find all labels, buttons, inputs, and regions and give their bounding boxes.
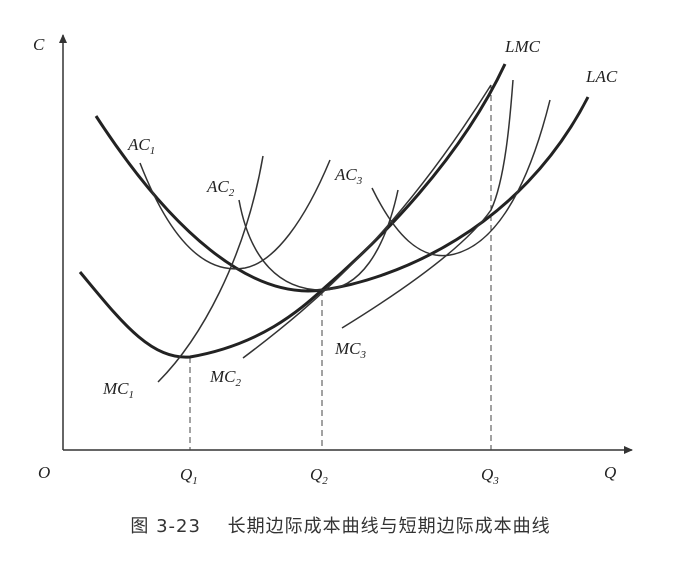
ac1-curve bbox=[139, 159, 331, 270]
ac2-label: AC2 bbox=[206, 177, 235, 199]
ac2-curve bbox=[238, 189, 399, 291]
origin-label: O bbox=[38, 463, 50, 482]
mc3-label: MC3 bbox=[334, 339, 367, 361]
x-axis-label: Q bbox=[604, 463, 616, 482]
lmc-curve bbox=[78, 63, 507, 359]
mc2-curve bbox=[242, 84, 492, 359]
q1-tick-label: Q1 bbox=[180, 465, 198, 487]
caption-title: 长期边际成本曲线与短期边际成本曲线 bbox=[227, 516, 551, 537]
q2-tick-label: Q2 bbox=[310, 465, 328, 487]
mc2-label: MC2 bbox=[209, 367, 242, 389]
ac3-curve bbox=[371, 99, 551, 257]
ac3-label: AC3 bbox=[334, 165, 363, 187]
lac-curve bbox=[94, 96, 590, 293]
figure-caption: 图 3-23 长期边际成本曲线与短期边际成本曲线 bbox=[0, 512, 681, 538]
ac1-label: AC1 bbox=[127, 135, 155, 157]
caption-number: 图 3-23 bbox=[130, 516, 201, 537]
q3-tick-label: Q3 bbox=[481, 465, 499, 487]
cost-curves-diagram: C Q O Q1 Q2 Q3 LMC LAC AC1 AC2 AC3 MC1 M… bbox=[33, 34, 633, 487]
y-axis-label: C bbox=[33, 35, 45, 54]
mc1-curve bbox=[157, 155, 264, 383]
lac-label: LAC bbox=[585, 67, 618, 86]
lmc-label: LMC bbox=[504, 37, 541, 56]
mc3-curve bbox=[341, 79, 514, 329]
mc1-label: MC1 bbox=[102, 379, 134, 401]
